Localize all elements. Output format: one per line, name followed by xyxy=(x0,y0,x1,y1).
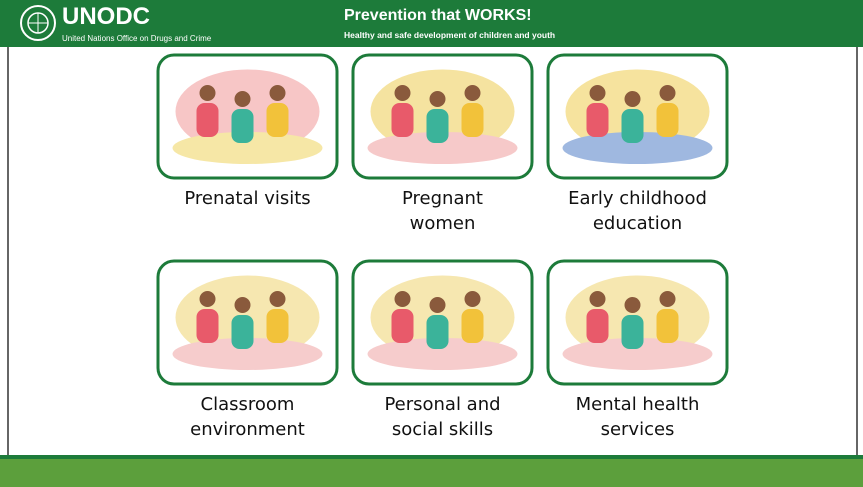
card xyxy=(351,259,534,386)
slide-subtitle: Healthy and safe development of children… xyxy=(344,30,555,40)
figure-body xyxy=(196,103,219,137)
figure-body xyxy=(391,309,414,343)
figure-body xyxy=(426,109,449,143)
figure-head xyxy=(269,85,286,101)
figure-head xyxy=(429,91,446,107)
card-label: education xyxy=(593,213,682,234)
figure-head xyxy=(659,85,676,101)
figure-body xyxy=(461,309,484,343)
card-label: social skills xyxy=(392,419,493,440)
header-bar xyxy=(0,0,863,47)
figure-body xyxy=(586,309,609,343)
footer-line xyxy=(0,455,863,459)
card-label: Prenatal visits xyxy=(184,188,310,209)
card xyxy=(546,259,729,386)
figure-body xyxy=(656,309,679,343)
figure-head xyxy=(589,291,606,307)
figure-head xyxy=(464,85,481,101)
figure-head xyxy=(394,291,411,307)
figure-head xyxy=(199,291,216,307)
card xyxy=(351,53,534,180)
figure-body xyxy=(656,103,679,137)
card-label: Personal and xyxy=(384,394,500,415)
card xyxy=(156,53,339,180)
figure-head xyxy=(269,291,286,307)
org-name: UNODC xyxy=(62,3,150,30)
card-label: Mental health xyxy=(576,394,700,415)
illustration-floor xyxy=(367,132,518,164)
figure-head xyxy=(659,291,676,307)
figure-body xyxy=(426,315,449,349)
card-label: Pregnant xyxy=(402,188,483,209)
figure-body xyxy=(586,103,609,137)
figure-head xyxy=(234,91,251,107)
figure-body xyxy=(266,309,289,343)
card-label: environment xyxy=(190,419,305,440)
illustration-floor xyxy=(172,338,323,370)
card-label: services xyxy=(601,419,675,440)
figure-head xyxy=(589,85,606,101)
card-label: Early childhood xyxy=(568,188,707,209)
card xyxy=(546,53,729,180)
figure-body xyxy=(196,309,219,343)
figure-body xyxy=(461,103,484,137)
figure-head xyxy=(234,297,251,313)
figure-body xyxy=(391,103,414,137)
org-full-name: United Nations Office on Drugs and Crime xyxy=(62,34,212,43)
figure-head xyxy=(394,85,411,101)
card xyxy=(156,259,339,386)
un-emblem xyxy=(20,5,56,41)
footer-bar xyxy=(0,459,863,487)
illustration-floor xyxy=(562,132,713,164)
illustration-floor xyxy=(172,132,323,164)
figure-body xyxy=(266,103,289,137)
figure-body xyxy=(231,109,254,143)
card-label: women xyxy=(410,213,476,234)
figure-body xyxy=(621,109,644,143)
figure-body xyxy=(621,315,644,349)
slide-title: Prevention that WORKS! xyxy=(344,7,532,24)
card-label: Classroom xyxy=(201,394,295,415)
figure-head xyxy=(464,291,481,307)
figure-head xyxy=(624,91,641,107)
figure-body xyxy=(231,315,254,349)
figure-head xyxy=(199,85,216,101)
figure-head xyxy=(429,297,446,313)
illustration-floor xyxy=(562,338,713,370)
illustration-floor xyxy=(367,338,518,370)
figure-head xyxy=(624,297,641,313)
